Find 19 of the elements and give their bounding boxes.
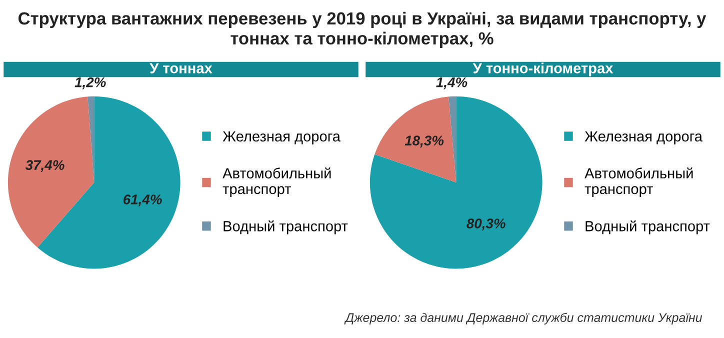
data-label: 80,3% — [466, 218, 506, 230]
chart-title: Структура вантажних перевезень у 2019 році в Україні, за видами транспорту, у тоннах та тонно-кілометрах, % — [18, 12, 706, 48]
legend-label: Железная дорога — [222, 131, 340, 144]
legend-label: Железная дорога — [584, 131, 702, 144]
chart-subtitle: У тоннах — [150, 63, 212, 74]
data-label: 61,4% — [124, 194, 162, 206]
legend-label: Автомобильный транспорт — [222, 167, 331, 198]
text: Джерело: за даними Державної служби статистики України — [344, 312, 702, 324]
pie-slice — [8, 96, 94, 248]
data-label: 37,4% — [25, 160, 64, 172]
chart-subtitle: У тонно-кілометрах — [472, 62, 614, 76]
data-label: 18,3% — [404, 136, 444, 148]
pie-slice — [370, 96, 542, 269]
legend-label: Водный транспорт — [586, 220, 710, 234]
legend-label: Автомобильный транспорт — [584, 167, 693, 198]
data-label: 1,2% — [74, 77, 106, 90]
data-label: 1,4% — [436, 77, 468, 90]
pie-slice — [374, 96, 456, 183]
legend-label: Водный транспорт — [224, 220, 348, 234]
